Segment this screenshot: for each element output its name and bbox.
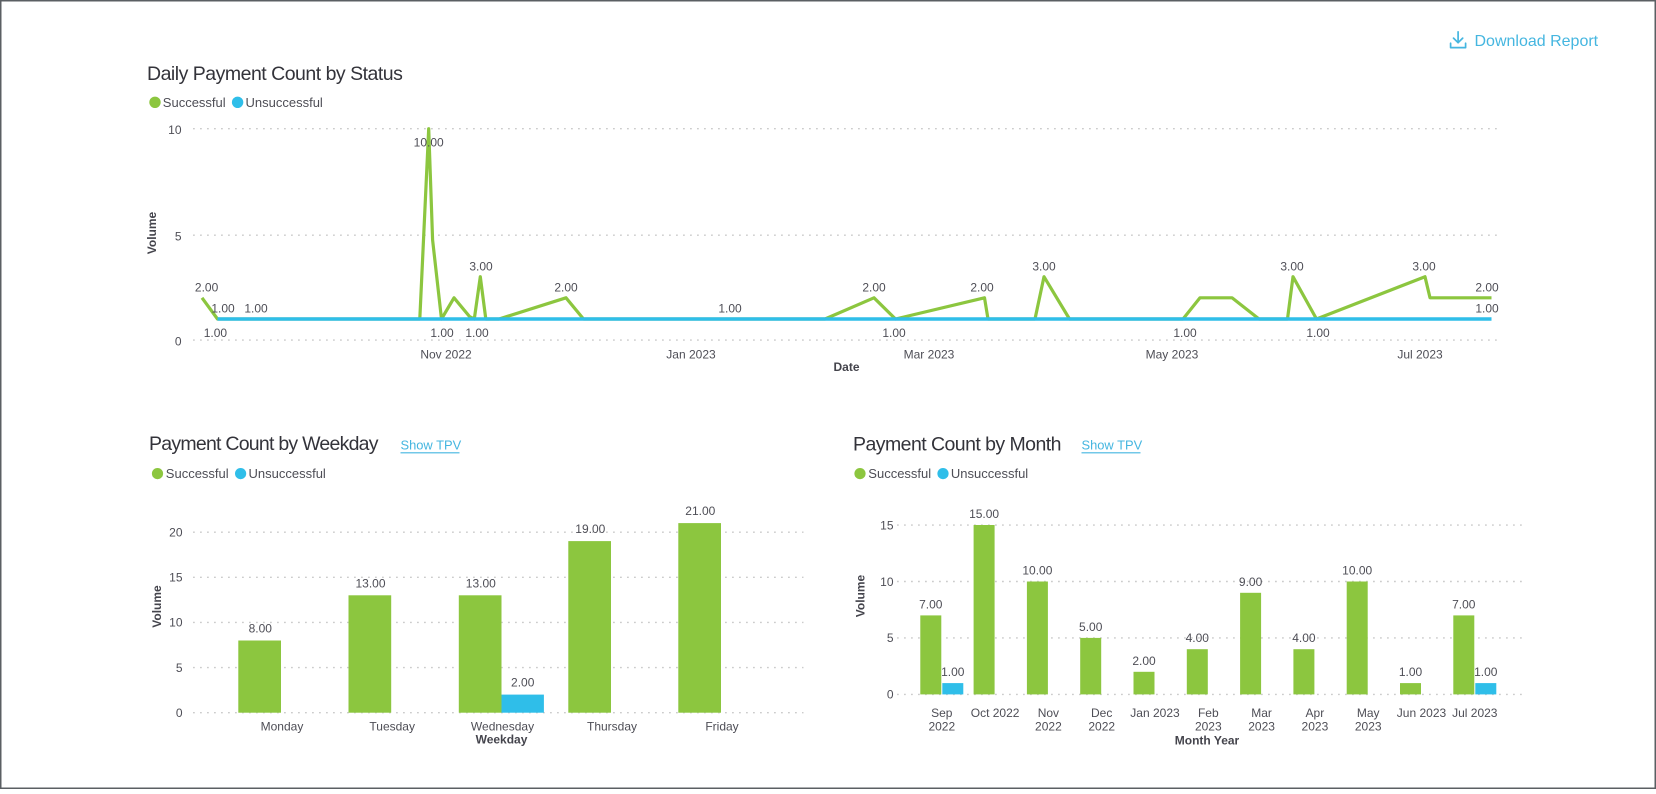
svg-text:1.00: 1.00: [430, 326, 454, 340]
svg-text:Volume: Volume: [854, 574, 868, 617]
svg-text:Volume: Volume: [145, 211, 159, 254]
svg-text:19.00: 19.00: [575, 522, 605, 536]
svg-text:Payment Count by Month: Payment Count by Month: [853, 434, 1061, 456]
svg-text:2.00: 2.00: [862, 281, 886, 295]
svg-text:3.00: 3.00: [1032, 259, 1056, 273]
svg-text:Unsuccessful: Unsuccessful: [951, 466, 1028, 481]
svg-text:Wednesday: Wednesday: [471, 720, 534, 734]
svg-text:Nov 2022: Nov 2022: [420, 348, 472, 362]
svg-text:15: 15: [169, 571, 183, 585]
svg-text:10.00: 10.00: [1342, 564, 1372, 578]
svg-text:Volume: Volume: [150, 585, 164, 628]
svg-text:Nov: Nov: [1038, 706, 1059, 720]
svg-text:1.00: 1.00: [882, 326, 906, 340]
svg-text:10: 10: [880, 575, 894, 589]
svg-text:Unsuccessful: Unsuccessful: [249, 466, 326, 481]
svg-text:2022: 2022: [1035, 720, 1062, 734]
svg-text:Jul 2023: Jul 2023: [1397, 348, 1443, 362]
svg-text:15: 15: [880, 518, 894, 532]
svg-text:Payment Count by Weekday: Payment Count by Weekday: [149, 433, 379, 455]
svg-text:0: 0: [887, 688, 894, 702]
svg-text:7.00: 7.00: [1452, 597, 1476, 611]
svg-text:Successful: Successful: [163, 95, 226, 110]
svg-text:Apr: Apr: [1306, 706, 1325, 720]
svg-text:8.00: 8.00: [249, 622, 273, 636]
svg-text:1.00: 1.00: [1474, 665, 1498, 679]
svg-text:2023: 2023: [1302, 720, 1329, 734]
svg-text:Unsuccessful: Unsuccessful: [246, 95, 323, 110]
svg-text:3.00: 3.00: [469, 259, 493, 273]
svg-text:Successful: Successful: [868, 466, 931, 481]
svg-text:2.00: 2.00: [970, 281, 994, 295]
svg-text:Jun 2023: Jun 2023: [1397, 706, 1447, 720]
svg-text:7.00: 7.00: [919, 597, 943, 611]
svg-text:9.00: 9.00: [1239, 575, 1263, 589]
svg-text:2.00: 2.00: [1475, 281, 1499, 295]
svg-text:1.00: 1.00: [941, 665, 965, 679]
svg-text:1.00: 1.00: [1475, 302, 1499, 316]
svg-text:2022: 2022: [1088, 720, 1115, 734]
svg-text:13.00: 13.00: [466, 576, 496, 590]
svg-text:Sep: Sep: [931, 706, 953, 720]
svg-text:5: 5: [887, 631, 894, 645]
svg-text:4.00: 4.00: [1186, 631, 1210, 645]
svg-text:Feb: Feb: [1198, 706, 1219, 720]
svg-text:Date: Date: [833, 360, 859, 374]
svg-text:4.00: 4.00: [1292, 631, 1316, 645]
svg-text:1.00: 1.00: [244, 302, 268, 316]
svg-text:Dec: Dec: [1091, 706, 1112, 720]
svg-text:Jan 2023: Jan 2023: [666, 348, 716, 362]
svg-text:Jan 2023: Jan 2023: [1130, 706, 1180, 720]
svg-text:3.00: 3.00: [1412, 259, 1436, 273]
svg-text:2.00: 2.00: [195, 281, 219, 295]
svg-text:5.00: 5.00: [1079, 620, 1103, 634]
svg-text:Weekday: Weekday: [476, 732, 528, 746]
svg-text:Mar: Mar: [1251, 706, 1272, 720]
svg-text:Show TPV: Show TPV: [1082, 438, 1143, 453]
svg-text:2023: 2023: [1248, 720, 1275, 734]
svg-text:2023: 2023: [1355, 720, 1382, 734]
svg-text:15.00: 15.00: [969, 507, 999, 521]
svg-text:Friday: Friday: [705, 720, 738, 734]
svg-text:Successful: Successful: [166, 466, 229, 481]
svg-text:2.00: 2.00: [1132, 654, 1156, 668]
svg-text:1.00: 1.00: [1399, 665, 1423, 679]
svg-text:Daily Payment Count by Status: Daily Payment Count by Status: [147, 63, 403, 85]
svg-text:Oct 2022: Oct 2022: [971, 706, 1020, 720]
svg-text:0: 0: [176, 706, 183, 720]
svg-text:10.00: 10.00: [1022, 564, 1052, 578]
svg-text:13.00: 13.00: [355, 576, 385, 590]
svg-text:Monday: Monday: [261, 720, 304, 734]
svg-text:5: 5: [176, 661, 183, 675]
svg-text:10.00: 10.00: [414, 135, 444, 149]
svg-text:10: 10: [168, 123, 182, 137]
svg-text:Jul 2023: Jul 2023: [1452, 706, 1498, 720]
svg-text:3.00: 3.00: [1280, 259, 1304, 273]
svg-text:21.00: 21.00: [685, 504, 715, 518]
svg-text:Month Year: Month Year: [1175, 733, 1240, 747]
svg-text:1.00: 1.00: [204, 326, 228, 340]
svg-text:1.00: 1.00: [718, 302, 742, 316]
svg-text:Show TPV: Show TPV: [401, 438, 462, 453]
svg-text:2.00: 2.00: [554, 281, 578, 295]
svg-text:10: 10: [169, 616, 183, 630]
svg-text:Tuesday: Tuesday: [369, 720, 415, 734]
svg-text:Mar 2023: Mar 2023: [904, 348, 955, 362]
svg-text:May 2023: May 2023: [1146, 348, 1199, 362]
svg-text:0: 0: [175, 334, 182, 348]
svg-text:5: 5: [175, 230, 182, 244]
svg-text:1.00: 1.00: [211, 302, 235, 316]
svg-text:1.00: 1.00: [1173, 326, 1197, 340]
svg-text:1.00: 1.00: [1306, 326, 1330, 340]
svg-text:20: 20: [169, 526, 183, 540]
svg-text:2.00: 2.00: [511, 676, 535, 690]
svg-text:2023: 2023: [1195, 720, 1222, 734]
svg-text:Download Report: Download Report: [1475, 33, 1599, 50]
svg-text:2022: 2022: [928, 720, 955, 734]
svg-text:May: May: [1357, 706, 1380, 720]
svg-text:1.00: 1.00: [465, 326, 489, 340]
svg-text:Thursday: Thursday: [587, 720, 637, 734]
